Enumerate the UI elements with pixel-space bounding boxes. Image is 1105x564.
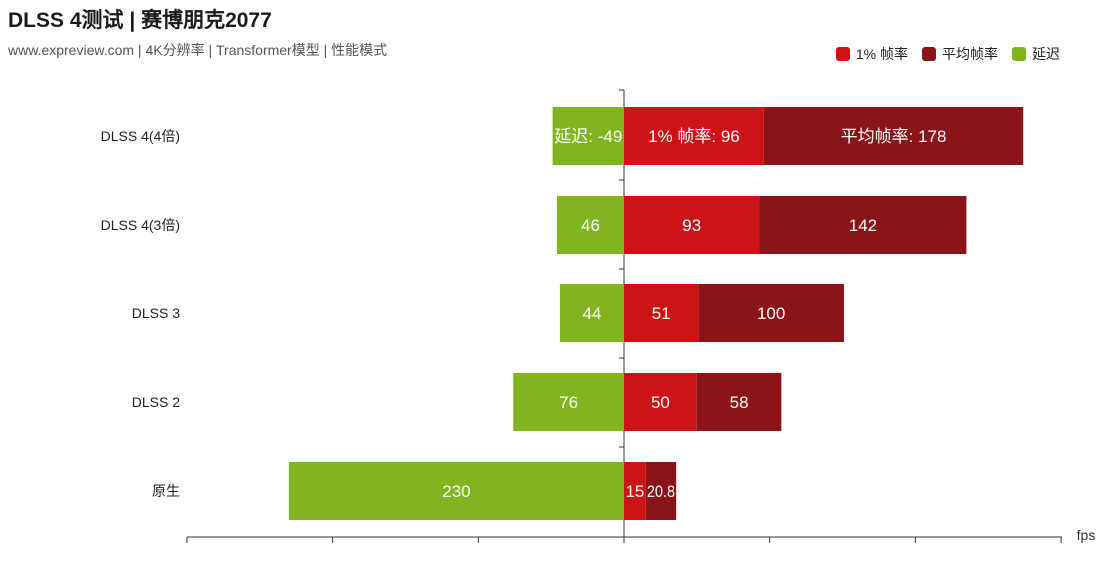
legend-swatch-avg [922, 47, 936, 61]
bar-low-fps [624, 462, 646, 520]
bar-latency [559, 284, 624, 342]
bar-low-fps [624, 196, 760, 254]
data-label-avg: 100 [757, 304, 785, 323]
data-label-latency: 延迟: -49 [554, 127, 622, 146]
category-label: 原生 [152, 483, 180, 499]
legend-item-latency[interactable]: 延迟 [1012, 44, 1060, 64]
legend-item-avg[interactable]: 平均帧率 [922, 44, 998, 64]
legend-label-low: 1% 帧率 [855, 46, 908, 62]
data-label-latency: 230 [442, 482, 470, 501]
bar-avg-fps [696, 373, 782, 431]
data-label-avg: 20.8 [647, 482, 675, 501]
bar-low-fps [624, 373, 697, 431]
data-label-latency: 46 [581, 216, 600, 235]
bar-latency [552, 107, 624, 165]
bar-latency [556, 196, 624, 254]
category-label: DLSS 2 [132, 394, 180, 410]
data-label-low: 50 [651, 393, 670, 412]
x-unit-label: fps [1077, 527, 1096, 543]
legend-label-latency: 延迟 [1032, 46, 1060, 62]
chart-title: DLSS 4测试 | 赛博朋克2077 [8, 9, 272, 32]
bar-avg-fps [645, 462, 677, 520]
bar-avg-fps [763, 107, 1024, 165]
legend-item-low[interactable]: 1% 帧率 [835, 44, 908, 64]
category-label: DLSS 4(4倍) [101, 128, 180, 144]
data-label-latency: 76 [559, 393, 578, 412]
bar-avg-fps [759, 196, 967, 254]
data-label-avg: 142 [849, 216, 877, 235]
chart-subtitle: www.expreview.com | 4K分辨率 | Transformer模… [8, 42, 388, 58]
legend-swatch-latency [1012, 47, 1026, 61]
data-label-low: 15 [625, 482, 644, 501]
data-label-avg: 平均帧率: 178 [841, 127, 947, 146]
legend-label-avg: 平均帧率 [942, 46, 998, 62]
category-label: DLSS 3 [132, 305, 180, 321]
data-label-low: 51 [652, 304, 671, 323]
bar-low-fps [624, 107, 764, 165]
bar-latency [288, 462, 624, 520]
legend-swatch-low [835, 47, 850, 61]
bar-latency [513, 373, 624, 431]
category-label: DLSS 4(3倍) [101, 217, 180, 233]
data-label-avg: 58 [730, 393, 749, 412]
data-label-low: 93 [682, 216, 701, 235]
bar-avg-fps [698, 284, 845, 342]
data-label-low: 1% 帧率: 96 [648, 127, 740, 146]
legend: 1% 帧率 平均帧率 延迟 [835, 44, 1060, 64]
data-label-latency: 44 [582, 304, 601, 323]
bar-low-fps [624, 284, 699, 342]
